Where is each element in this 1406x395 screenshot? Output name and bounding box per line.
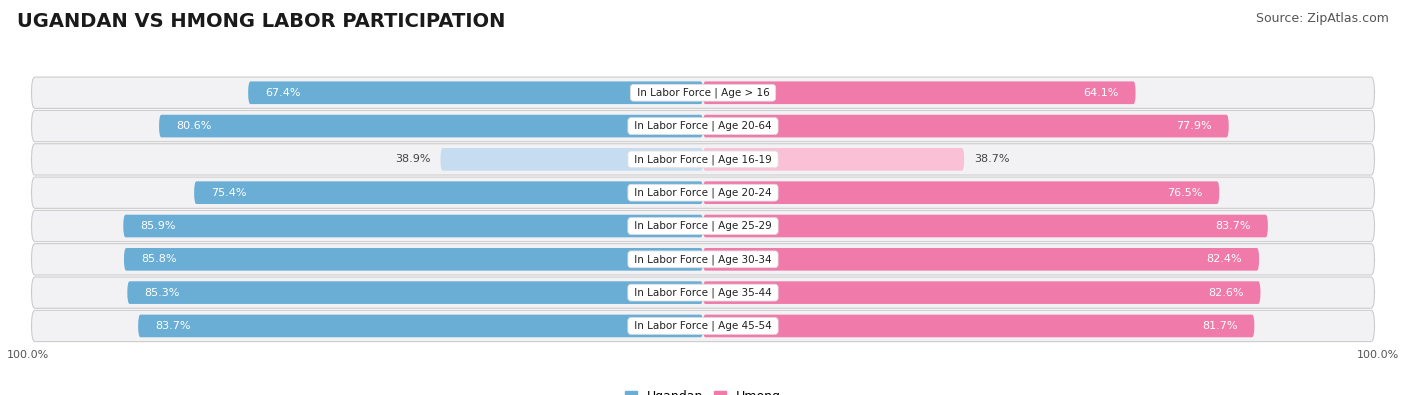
Text: 76.5%: 76.5% bbox=[1167, 188, 1202, 198]
FancyBboxPatch shape bbox=[31, 277, 1375, 308]
FancyBboxPatch shape bbox=[124, 248, 703, 271]
FancyBboxPatch shape bbox=[703, 148, 965, 171]
FancyBboxPatch shape bbox=[159, 115, 703, 137]
FancyBboxPatch shape bbox=[138, 315, 703, 337]
Text: 67.4%: 67.4% bbox=[264, 88, 301, 98]
FancyBboxPatch shape bbox=[703, 115, 1229, 137]
Text: 38.7%: 38.7% bbox=[974, 154, 1010, 164]
FancyBboxPatch shape bbox=[31, 211, 1375, 242]
FancyBboxPatch shape bbox=[247, 81, 703, 104]
Text: UGANDAN VS HMONG LABOR PARTICIPATION: UGANDAN VS HMONG LABOR PARTICIPATION bbox=[17, 12, 505, 31]
Text: 83.7%: 83.7% bbox=[155, 321, 190, 331]
FancyBboxPatch shape bbox=[703, 315, 1254, 337]
FancyBboxPatch shape bbox=[31, 111, 1375, 142]
Text: In Labor Force | Age 20-24: In Labor Force | Age 20-24 bbox=[631, 188, 775, 198]
Text: 77.9%: 77.9% bbox=[1177, 121, 1212, 131]
Text: 81.7%: 81.7% bbox=[1202, 321, 1237, 331]
FancyBboxPatch shape bbox=[31, 244, 1375, 275]
FancyBboxPatch shape bbox=[31, 77, 1375, 108]
Text: In Labor Force | Age 25-29: In Labor Force | Age 25-29 bbox=[631, 221, 775, 231]
Legend: Ugandan, Hmong: Ugandan, Hmong bbox=[620, 386, 786, 395]
Text: Source: ZipAtlas.com: Source: ZipAtlas.com bbox=[1256, 12, 1389, 25]
Text: 38.9%: 38.9% bbox=[395, 154, 430, 164]
Text: In Labor Force | Age 16-19: In Labor Force | Age 16-19 bbox=[631, 154, 775, 165]
Text: 85.9%: 85.9% bbox=[141, 221, 176, 231]
FancyBboxPatch shape bbox=[31, 144, 1375, 175]
FancyBboxPatch shape bbox=[703, 181, 1219, 204]
Text: 64.1%: 64.1% bbox=[1084, 88, 1119, 98]
FancyBboxPatch shape bbox=[194, 181, 703, 204]
FancyBboxPatch shape bbox=[440, 148, 703, 171]
FancyBboxPatch shape bbox=[703, 281, 1260, 304]
FancyBboxPatch shape bbox=[703, 248, 1260, 271]
Text: In Labor Force | Age 45-54: In Labor Force | Age 45-54 bbox=[631, 321, 775, 331]
Text: 85.8%: 85.8% bbox=[141, 254, 176, 264]
FancyBboxPatch shape bbox=[128, 281, 703, 304]
FancyBboxPatch shape bbox=[703, 81, 1136, 104]
Text: 80.6%: 80.6% bbox=[176, 121, 211, 131]
Text: In Labor Force | Age 20-64: In Labor Force | Age 20-64 bbox=[631, 121, 775, 131]
Text: 82.6%: 82.6% bbox=[1208, 288, 1243, 298]
Text: 82.4%: 82.4% bbox=[1206, 254, 1243, 264]
FancyBboxPatch shape bbox=[703, 214, 1268, 237]
FancyBboxPatch shape bbox=[124, 214, 703, 237]
Text: In Labor Force | Age > 16: In Labor Force | Age > 16 bbox=[634, 88, 772, 98]
FancyBboxPatch shape bbox=[31, 177, 1375, 208]
Text: 83.7%: 83.7% bbox=[1216, 221, 1251, 231]
Text: 75.4%: 75.4% bbox=[211, 188, 246, 198]
FancyBboxPatch shape bbox=[31, 310, 1375, 342]
Text: 85.3%: 85.3% bbox=[145, 288, 180, 298]
Text: In Labor Force | Age 30-34: In Labor Force | Age 30-34 bbox=[631, 254, 775, 265]
Text: In Labor Force | Age 35-44: In Labor Force | Age 35-44 bbox=[631, 288, 775, 298]
